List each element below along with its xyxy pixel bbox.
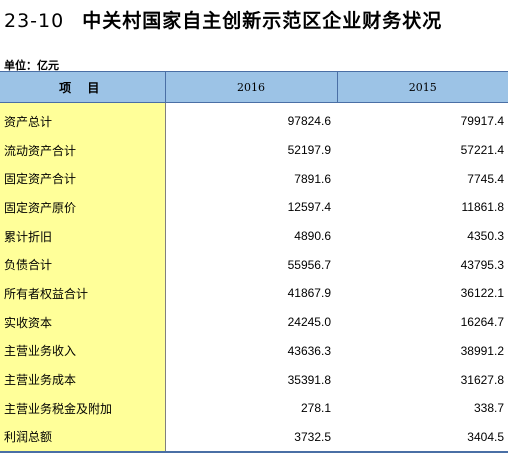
row-label: 主营业务收入 — [0, 336, 166, 366]
unit-label: 单位：亿元 — [4, 59, 59, 72]
value-2016: 55956.7 — [287, 257, 331, 272]
value-2016: 35391.8 — [287, 372, 331, 387]
value-2016: 12597.4 — [287, 200, 331, 215]
value-2016: 52197.9 — [287, 143, 331, 158]
value-2016: 4890.6 — [294, 229, 331, 244]
value-2016: 43636.3 — [287, 343, 331, 358]
table-row: 所有者权益合计 41867.9 36122.1 — [0, 279, 508, 308]
value-2016: 97824.6 — [287, 114, 331, 129]
table-row: 负债合计 55956.7 43795.3 — [0, 250, 508, 280]
header-year-2015: 2015 — [337, 71, 508, 103]
row-label: 累计折旧 — [0, 221, 166, 251]
value-2015: 3404.5 — [337, 422, 508, 454]
row-label: 流动资产合计 — [0, 135, 166, 165]
table-row: 资产总计 97824.6 79917.4 — [0, 102, 508, 136]
value-2015: 36122.1 — [460, 286, 504, 301]
value-2015: 338.7 — [473, 401, 504, 416]
header-year-2016: 2016 — [164, 71, 338, 103]
value-2016: 7891.6 — [294, 171, 331, 186]
table-row: 累计折旧 4890.6 4350.3 — [0, 221, 508, 251]
table-row: 利润总额 3732.5 3404.5 — [0, 422, 508, 454]
table-row: 主营业务成本 35391.8 31627.8 — [0, 365, 508, 394]
page-title: 23-10 中关村国家自主创新示范区企业财务状况 — [4, 6, 442, 33]
value-2015: 7745.4 — [467, 171, 504, 186]
value-2015: 43795.3 — [460, 257, 504, 272]
row-label: 主营业务税金及附加 — [0, 393, 166, 423]
row-label: 固定资产原价 — [0, 193, 166, 222]
finance-table: 项 目 2016 2015 资产总计 97824.6 79917.4 流动资产合… — [0, 71, 508, 454]
table-number: 23-10 — [4, 10, 65, 32]
value-2016: 3732.5 — [165, 422, 337, 454]
table-row: 流动资产合计 52197.9 57221.4 — [0, 135, 508, 165]
row-label: 资产总计 — [0, 102, 166, 136]
header-item: 项 目 — [0, 71, 165, 103]
table-title: 中关村国家自主创新示范区企业财务状况 — [82, 10, 443, 32]
table-row: 固定资产合计 7891.6 7745.4 — [0, 164, 508, 194]
table-row: 主营业务税金及附加 278.1 338.7 — [0, 393, 508, 423]
header-row: 项 目 2016 2015 — [0, 71, 508, 103]
table-row: 固定资产原价 12597.4 11861.8 — [0, 193, 508, 222]
value-2015: 38991.2 — [460, 343, 504, 358]
value-2015: 79917.4 — [460, 114, 504, 129]
value-2016: 24245.0 — [287, 315, 331, 330]
value-2015: 4350.3 — [467, 229, 504, 244]
value-2015: 11861.8 — [461, 200, 505, 215]
value-2015: 57221.4 — [460, 143, 504, 158]
row-label: 负债合计 — [0, 250, 166, 280]
row-label: 所有者权益合计 — [0, 279, 166, 308]
value-2016: 41867.9 — [287, 286, 331, 301]
row-label: 主营业务成本 — [0, 365, 166, 394]
row-label: 实收资本 — [0, 307, 166, 337]
row-label: 固定资产合计 — [0, 164, 166, 194]
value-2015: 31627.8 — [460, 372, 504, 387]
row-label: 利润总额 — [0, 422, 166, 454]
table-row: 实收资本 24245.0 16264.7 — [0, 307, 508, 337]
value-2015: 16264.7 — [460, 315, 504, 330]
table-row: 主营业务收入 43636.3 38991.2 — [0, 336, 508, 366]
value-2016: 278.1 — [300, 401, 331, 416]
